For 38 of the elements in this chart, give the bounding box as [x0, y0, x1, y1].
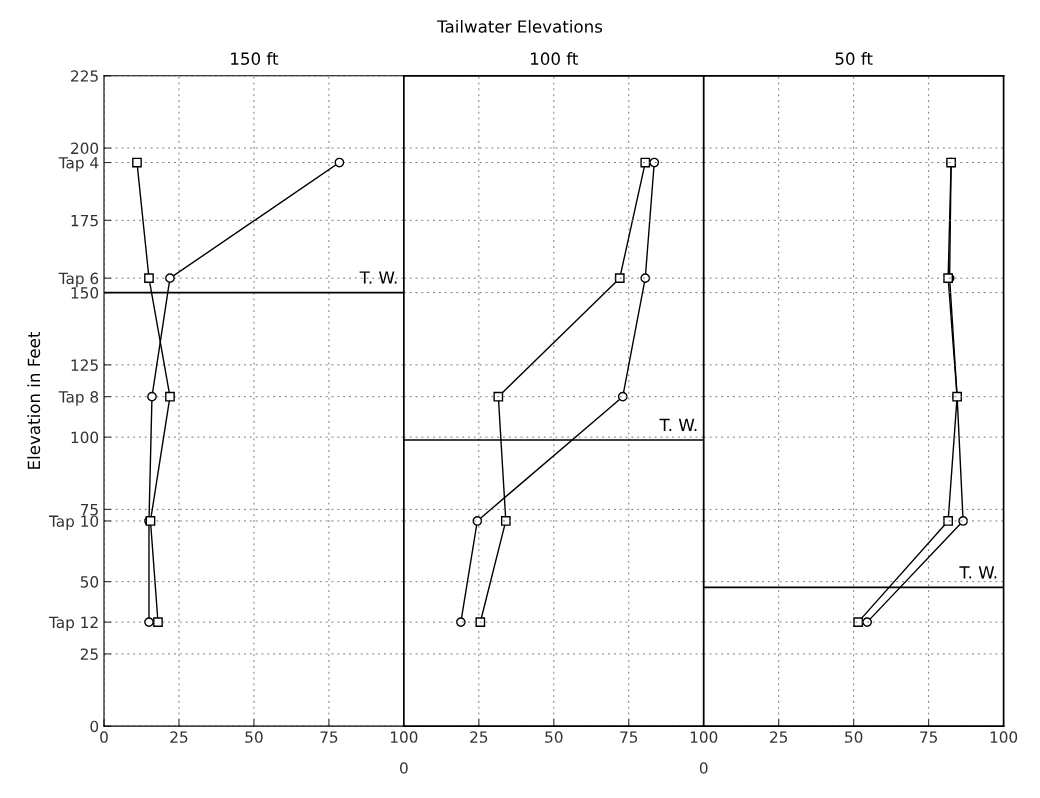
- text: Tailwater Elevations: [437, 19, 603, 33]
- y-tick-label: 50: [80, 576, 99, 588]
- y-tick-label: 75: [80, 504, 98, 516]
- x-tick-label: 75: [920, 731, 938, 743]
- x-tick-label: 100: [390, 731, 418, 743]
- x-tick-label: 50: [245, 731, 263, 743]
- y-tick-label: 125: [71, 359, 98, 371]
- x-tick-label: 25: [470, 731, 488, 743]
- y-tick-label: 150: [71, 287, 99, 299]
- x-tick-label: 25: [770, 731, 788, 743]
- y-tick-label: 25: [80, 648, 98, 660]
- x-tick-label: 75: [620, 731, 638, 743]
- y-tick-label: Tap 6: [58, 272, 99, 288]
- y-tick-label: 100: [71, 431, 99, 444]
- x-tick-label: 0: [100, 731, 108, 743]
- ref-line-label: T. W.: [659, 418, 697, 431]
- text: 0: [400, 762, 408, 774]
- y-tick-label: Tap 4: [58, 157, 99, 172]
- x-tick-label: 100: [690, 731, 718, 743]
- y-tick-label: Tap 10: [48, 515, 99, 530]
- y-tick-label: 175: [71, 215, 98, 227]
- ref-line-label: T. W.: [959, 566, 997, 579]
- y-tick-label: Tap 8: [58, 391, 99, 406]
- chart-title: 150 ft: [231, 52, 279, 65]
- x-tick-label: 100: [990, 731, 1018, 743]
- y-axis-title: Elevation in Feet: [27, 331, 41, 469]
- x-tick-label: 50: [845, 731, 863, 743]
- ref-line-label: T. W.: [359, 271, 397, 284]
- y-tick-label: 200: [71, 142, 99, 155]
- y-tick-label: 0: [90, 720, 99, 733]
- chart-title: 50 ft: [835, 52, 873, 65]
- x-tick-label: 25: [170, 731, 188, 743]
- chart-title: 100 ft: [531, 52, 579, 65]
- x-tick-label: 75: [320, 731, 338, 743]
- x-tick-label: 50: [545, 731, 563, 743]
- text: 0: [699, 762, 708, 774]
- y-tick-label: 225: [71, 70, 98, 82]
- y-tick-label: Tap 12: [48, 616, 98, 632]
